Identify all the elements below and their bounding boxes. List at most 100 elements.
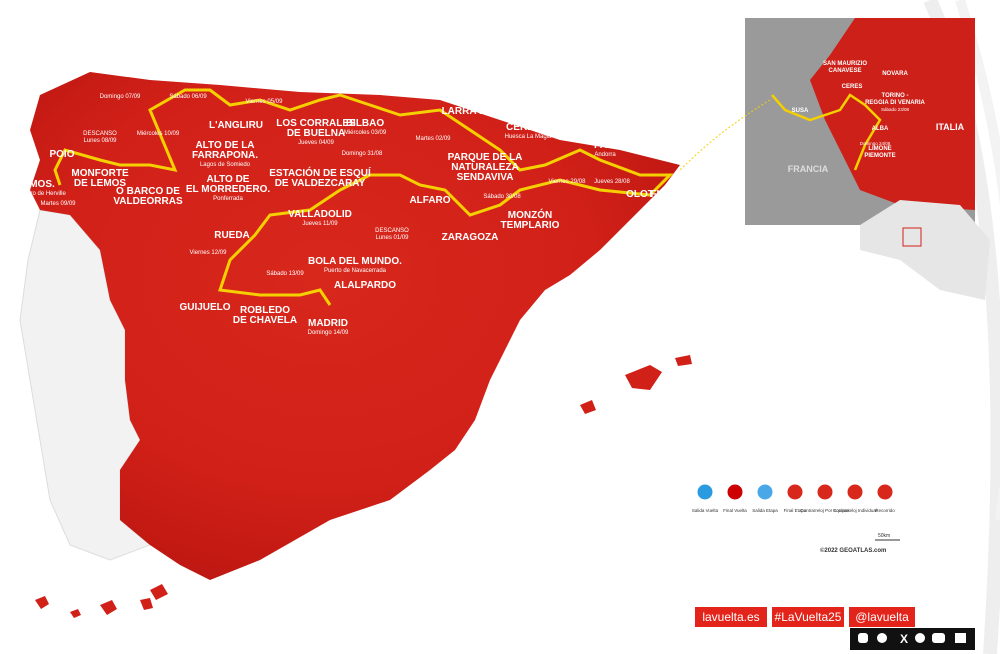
legend-label: Salida Vuelta	[692, 508, 719, 513]
place-note: Jueves 04/09	[298, 140, 334, 146]
legend-label: Contrarreloj Individual	[833, 508, 877, 513]
legend-label: Final Vuelta	[723, 508, 747, 513]
place-name: GUIJUELO	[179, 302, 230, 313]
place-name: DE BUELNA	[287, 128, 345, 139]
inset-label: ITALIA	[936, 122, 965, 132]
place-note: Andorra	[579, 130, 601, 136]
place-name: ROBLEDO	[240, 305, 290, 316]
legend-symbol	[876, 483, 894, 501]
facebook-icon[interactable]	[915, 633, 925, 643]
place-note: Lagos de Somiedo	[200, 162, 251, 168]
legend-symbol	[786, 483, 804, 501]
place-name: FARRAPONA.	[192, 150, 258, 161]
place-name: NATURALEZA	[451, 162, 519, 173]
twitch-icon[interactable]	[955, 633, 966, 643]
place-note: Ponferrada	[213, 196, 243, 202]
inset-label: FRANCIA	[788, 164, 829, 174]
place-name: MONFORTE	[71, 168, 129, 179]
stage-date: Lunes 08/09	[83, 138, 117, 144]
tiktok-icon[interactable]	[877, 633, 887, 643]
place-name: LOS CORRALES	[276, 118, 356, 129]
place-name: EL MORREDERO.	[186, 184, 270, 195]
place-name: EL FERIAL	[459, 96, 510, 107]
place-name: VALLADOLID	[288, 209, 352, 220]
place-name: A VEIGA /	[135, 58, 181, 69]
place-name: RUEDA	[214, 230, 250, 241]
place-name: CABEZÓN	[272, 66, 321, 79]
place-name: OLOT	[626, 189, 654, 200]
place-name: LARRA BELAGUA	[442, 106, 529, 117]
inset-route	[771, 93, 882, 171]
inset-label: CERES	[842, 84, 863, 90]
place-name: DE LEMOS	[74, 178, 127, 189]
inset-label: REGGIA DI VENARIA	[865, 100, 925, 106]
place-name: MONZÓN	[508, 208, 552, 221]
stage-date: Miércoles 10/09	[137, 131, 180, 137]
place-name: LAREDO	[313, 72, 355, 83]
place-name: AVILÉS	[190, 62, 226, 75]
stage-date: Viernes 12/09	[190, 250, 228, 256]
place-name: L'ANGLIRU	[209, 120, 263, 131]
inset-label: TORINO -	[882, 93, 909, 99]
place-note: Castro de Herville	[18, 191, 66, 197]
legend-symbol	[846, 483, 864, 501]
europe	[860, 200, 990, 300]
canary-islands	[35, 584, 168, 618]
place-note: Domingo 14/09	[308, 330, 349, 336]
place-name: ALFARO	[409, 195, 450, 206]
legend-label: Recorrido	[875, 508, 895, 513]
place-name: VALDEORRAS	[113, 196, 183, 207]
inset-label: SUSA	[792, 108, 809, 114]
stage-date: DESCANSO	[83, 131, 117, 137]
place-name: ESTACIÓN DE ESQUÍ	[269, 166, 371, 179]
stage-date: Martes 09/09	[40, 201, 76, 207]
legend-label: Salida Etapa	[752, 508, 778, 513]
place-name: TEMPLARIO	[501, 220, 560, 231]
instagram-icon[interactable]	[858, 633, 868, 643]
place-name: DE CHAVELA	[233, 315, 297, 326]
x-icon[interactable]: X	[900, 632, 908, 646]
inset-label: PIEMONTE	[864, 153, 895, 159]
place-name: FIGUERES	[650, 189, 701, 200]
place-name: SENDAVIVA	[457, 172, 514, 183]
connector	[679, 99, 771, 171]
stage-date: Jueves 28/08	[594, 179, 630, 185]
credit: ©2022 GEOATLAS.com	[820, 547, 886, 554]
inset-label: NOVARA	[882, 71, 908, 77]
legend-label: Contrarreloj Por Equipos	[800, 508, 850, 513]
stage-date: Domingo 07/09	[100, 94, 141, 100]
inset-label: LIMONE	[868, 146, 891, 152]
footer-handle[interactable]: @lavuelta	[855, 610, 909, 624]
youtube-icon[interactable]	[932, 633, 945, 643]
legend-symbol	[726, 483, 744, 501]
place-name: ANDORRA	[564, 108, 615, 119]
route	[53, 88, 674, 306]
stage-date: Sábado 13/09	[266, 271, 304, 277]
footer-box	[695, 607, 767, 627]
decor	[955, 0, 1000, 520]
place-name: ZARAGOZA	[442, 232, 499, 243]
place-name: DE VALDEZCARAY	[275, 178, 366, 189]
legend-symbol	[756, 483, 774, 501]
stage-date: Lunes 01/09	[375, 235, 409, 241]
place-note: Miércoles 27/08	[655, 201, 698, 207]
legend-symbol	[816, 483, 834, 501]
inset-locator	[902, 227, 922, 247]
balearic-islands	[580, 355, 692, 414]
place-name: ALTO DE	[207, 174, 250, 185]
footer-box	[772, 607, 844, 627]
inset-label: CANAVESE	[829, 68, 862, 74]
inset-label: Sábado 23/08	[881, 107, 910, 112]
inset-label: SAN MAURIZIO	[823, 61, 867, 67]
footer-hashtag[interactable]: #LaVuelta25	[775, 610, 842, 624]
place-name: BOLA DEL MUNDO.	[308, 256, 402, 267]
stage-date: Viernes 05/09	[246, 99, 284, 105]
place-name: PAL.	[594, 140, 616, 151]
footer-site[interactable]: lavuelta.es	[702, 610, 759, 624]
stage-date: Sábado 06/09	[169, 94, 207, 100]
inset-region	[810, 18, 975, 210]
place-name: MADRID	[308, 318, 348, 329]
stage-date: Sábado 30/08	[483, 194, 521, 200]
stage-date: DESCANSO	[375, 228, 409, 234]
